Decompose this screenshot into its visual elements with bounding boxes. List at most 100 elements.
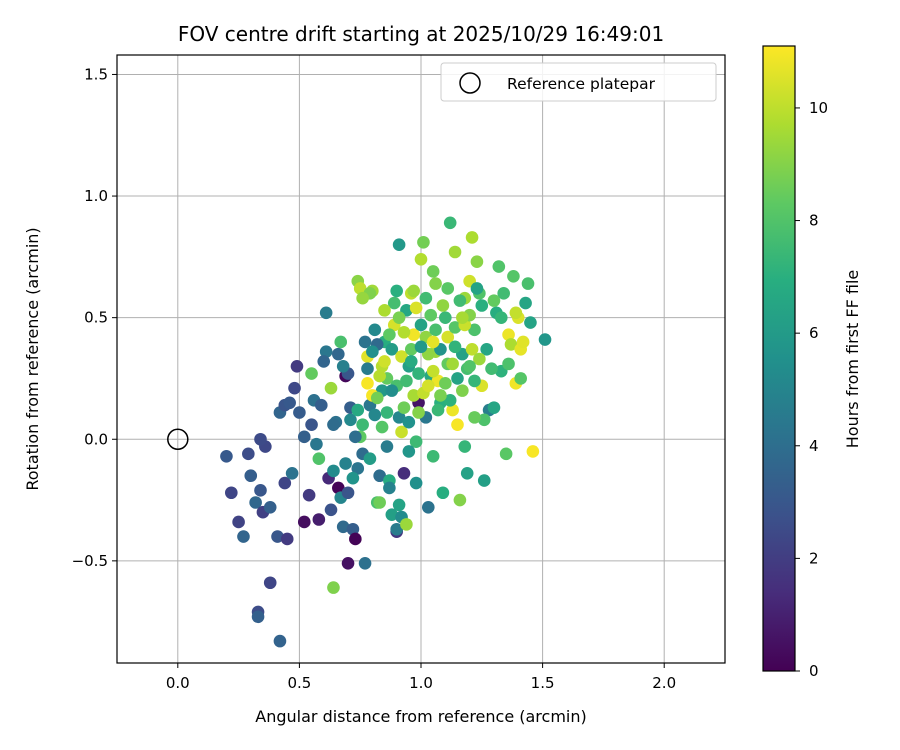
scatter-point <box>487 401 501 414</box>
scatter-point <box>336 359 350 373</box>
scatter-point <box>477 474 491 487</box>
scatter-point <box>426 265 440 278</box>
scatter-point <box>237 530 250 543</box>
scatter-point <box>412 367 425 380</box>
scatter-point <box>456 311 469 324</box>
scatter-point <box>402 445 416 458</box>
scatter-point <box>470 255 484 269</box>
scatter-point <box>339 457 352 470</box>
scatter-point <box>305 418 318 431</box>
scatter-point <box>254 432 267 446</box>
scatter-point <box>244 469 258 483</box>
scatter-point <box>361 377 374 390</box>
scatter-point <box>392 311 406 324</box>
scatter-point <box>439 311 452 324</box>
scatter-point <box>480 342 493 356</box>
x-axis-ticks: 0.0 0.5 1.0 1.5 2.0 <box>166 663 676 692</box>
scatter-point <box>492 260 506 273</box>
scatter-point <box>368 408 382 422</box>
scatter-point <box>465 231 479 244</box>
scatter-point <box>514 372 528 385</box>
scatter-point <box>397 467 411 480</box>
scatter-point <box>363 452 377 466</box>
scatter-point <box>429 277 442 290</box>
scatter-point <box>502 357 515 371</box>
scatter-point <box>477 413 491 427</box>
scatter-point <box>380 440 394 453</box>
scatter-point <box>448 245 462 259</box>
scatter-point <box>332 347 345 361</box>
scatter-point <box>378 355 391 368</box>
scatter-point <box>251 610 265 624</box>
colorbar-tick-label: 2 <box>809 549 819 567</box>
scatter-point <box>319 306 333 320</box>
scatter-point <box>497 287 510 300</box>
scatter-point <box>404 355 418 368</box>
scatter-point <box>356 418 369 431</box>
scatter-point <box>254 484 267 497</box>
scatter-point <box>349 430 362 444</box>
scatter-point <box>441 330 455 344</box>
scatter-point <box>324 381 338 395</box>
scatter-point <box>426 449 440 463</box>
scatter-point <box>297 430 311 444</box>
scatter-point <box>407 389 421 402</box>
legend-marker-icon <box>459 72 481 94</box>
scatter-point <box>358 335 372 349</box>
scatter-point <box>421 379 435 393</box>
scatter-point <box>220 449 233 463</box>
scatter-point <box>429 323 442 337</box>
x-tick-label: 0.5 <box>287 674 311 692</box>
scatter-point <box>332 481 345 495</box>
scatter-point <box>414 340 428 354</box>
scatter-point <box>526 445 540 458</box>
scatter-point <box>368 323 382 337</box>
scatter-point <box>373 469 386 483</box>
scatter-point <box>468 374 481 388</box>
scatter-point <box>453 493 467 507</box>
scatter-point <box>524 316 537 329</box>
scatter-point <box>327 464 340 478</box>
x-tick-label: 0.0 <box>166 674 190 692</box>
scatter-point <box>426 364 440 378</box>
scatter-point <box>383 481 396 495</box>
colorbar-ticks: 0 2 4 6 8 10 <box>795 99 828 680</box>
colorbar-tick-label: 10 <box>809 99 828 117</box>
scatter-point <box>341 556 355 570</box>
scatter-point <box>504 338 518 351</box>
scatter-point <box>232 515 245 529</box>
scatter-point <box>494 311 508 324</box>
scatter-point <box>285 467 299 480</box>
scatter-point <box>409 435 423 448</box>
scatter-point <box>346 522 360 536</box>
x-axis-label: Angular distance from reference (arcmin) <box>255 707 586 726</box>
colorbar <box>762 45 796 672</box>
scatter-point <box>344 413 357 427</box>
x-tick-label: 2.0 <box>652 674 676 692</box>
scatter-point <box>509 306 523 320</box>
scatter-point <box>271 530 284 543</box>
scatter-point <box>538 333 552 346</box>
scatter-point <box>470 282 484 295</box>
scatter-point <box>451 372 464 385</box>
scatter-point <box>361 362 374 376</box>
scatter-point <box>424 308 438 322</box>
scatter-point <box>392 498 406 512</box>
scatter-point <box>288 381 301 395</box>
scatter-point <box>336 520 350 534</box>
scatter-point <box>426 335 440 349</box>
scatter-point <box>465 342 479 356</box>
chart-title: FOV centre drift starting at 2025/10/29 … <box>178 22 664 46</box>
scatter-point <box>385 342 399 356</box>
colorbar-tick-label: 6 <box>809 324 819 342</box>
scatter-point <box>305 367 318 380</box>
scatter-point <box>458 440 472 453</box>
scatter-point <box>380 406 394 419</box>
scatter-point <box>385 384 399 397</box>
scatter-point <box>453 294 467 307</box>
scatter-point <box>395 350 408 363</box>
scatter-point <box>456 384 469 397</box>
scatter-point <box>402 415 416 429</box>
scatter-point <box>487 294 501 307</box>
scatter-point <box>319 345 333 359</box>
